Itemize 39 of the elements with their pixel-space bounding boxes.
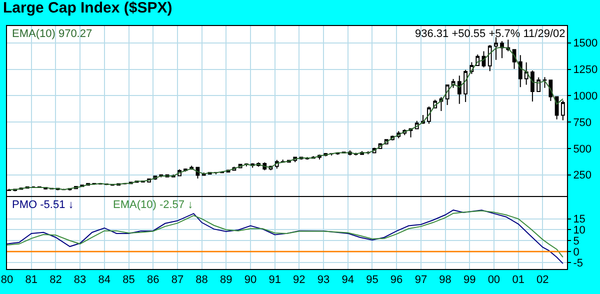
x-tick-label: 90 <box>244 274 257 286</box>
x-tick-label: 85 <box>122 274 135 286</box>
x-tick-label: 02 <box>536 274 549 286</box>
y-tick-label: 15 <box>573 214 586 226</box>
y-tick-label: 1000 <box>573 90 598 103</box>
y-tick-label: 250 <box>573 170 592 182</box>
text: EMA(10) 970.27 <box>12 28 92 40</box>
x-tick-label: 84 <box>98 274 111 286</box>
text: PMO -5.51 ↓ <box>12 199 74 211</box>
x-tick-label: 82 <box>50 274 62 286</box>
x-tick-label: 91 <box>268 274 281 286</box>
x-tick-label: 86 <box>146 274 160 286</box>
y-tick-label: 5 <box>573 235 580 248</box>
chart-title: Large Cap Index ($SPX) <box>3 0 172 16</box>
x-tick-label: 98 <box>439 274 452 286</box>
x-tick-label: 87 <box>171 274 184 286</box>
series-label: EMA(10) -2.57 ↓ <box>113 199 194 211</box>
y-tick-label: 1250 <box>573 64 598 76</box>
y-tick-label: 10 <box>573 224 586 237</box>
y-tick-label: 1500 <box>573 38 598 50</box>
x-tick-label: 89 <box>220 274 232 286</box>
x-tick-label: 95 <box>366 274 378 286</box>
x-tick-label: 80 <box>0 274 14 286</box>
x-tick-label: 99 <box>463 274 476 286</box>
x-tick-label: 94 <box>342 274 354 286</box>
annotation: 936.31 +50.55 +5.7% 11/29/02 <box>415 28 566 40</box>
x-tick-label: 92 <box>293 274 306 286</box>
x-tick-label: 81 <box>25 274 38 286</box>
y-tick-label: 0 <box>573 246 580 258</box>
x-tick-label: 83 <box>74 274 86 286</box>
x-tick-label: 96 <box>390 274 403 286</box>
x-tick-label: 97 <box>414 274 428 286</box>
x-tick-label: 01 <box>512 274 524 286</box>
x-tick-label: 00 <box>488 274 500 286</box>
x-tick-label: 93 <box>317 274 330 286</box>
y-tick-label: -5 <box>573 257 583 270</box>
y-tick-label: 750 <box>573 116 592 129</box>
y-tick-label: 500 <box>573 143 592 156</box>
x-tick-label: 88 <box>196 274 208 286</box>
